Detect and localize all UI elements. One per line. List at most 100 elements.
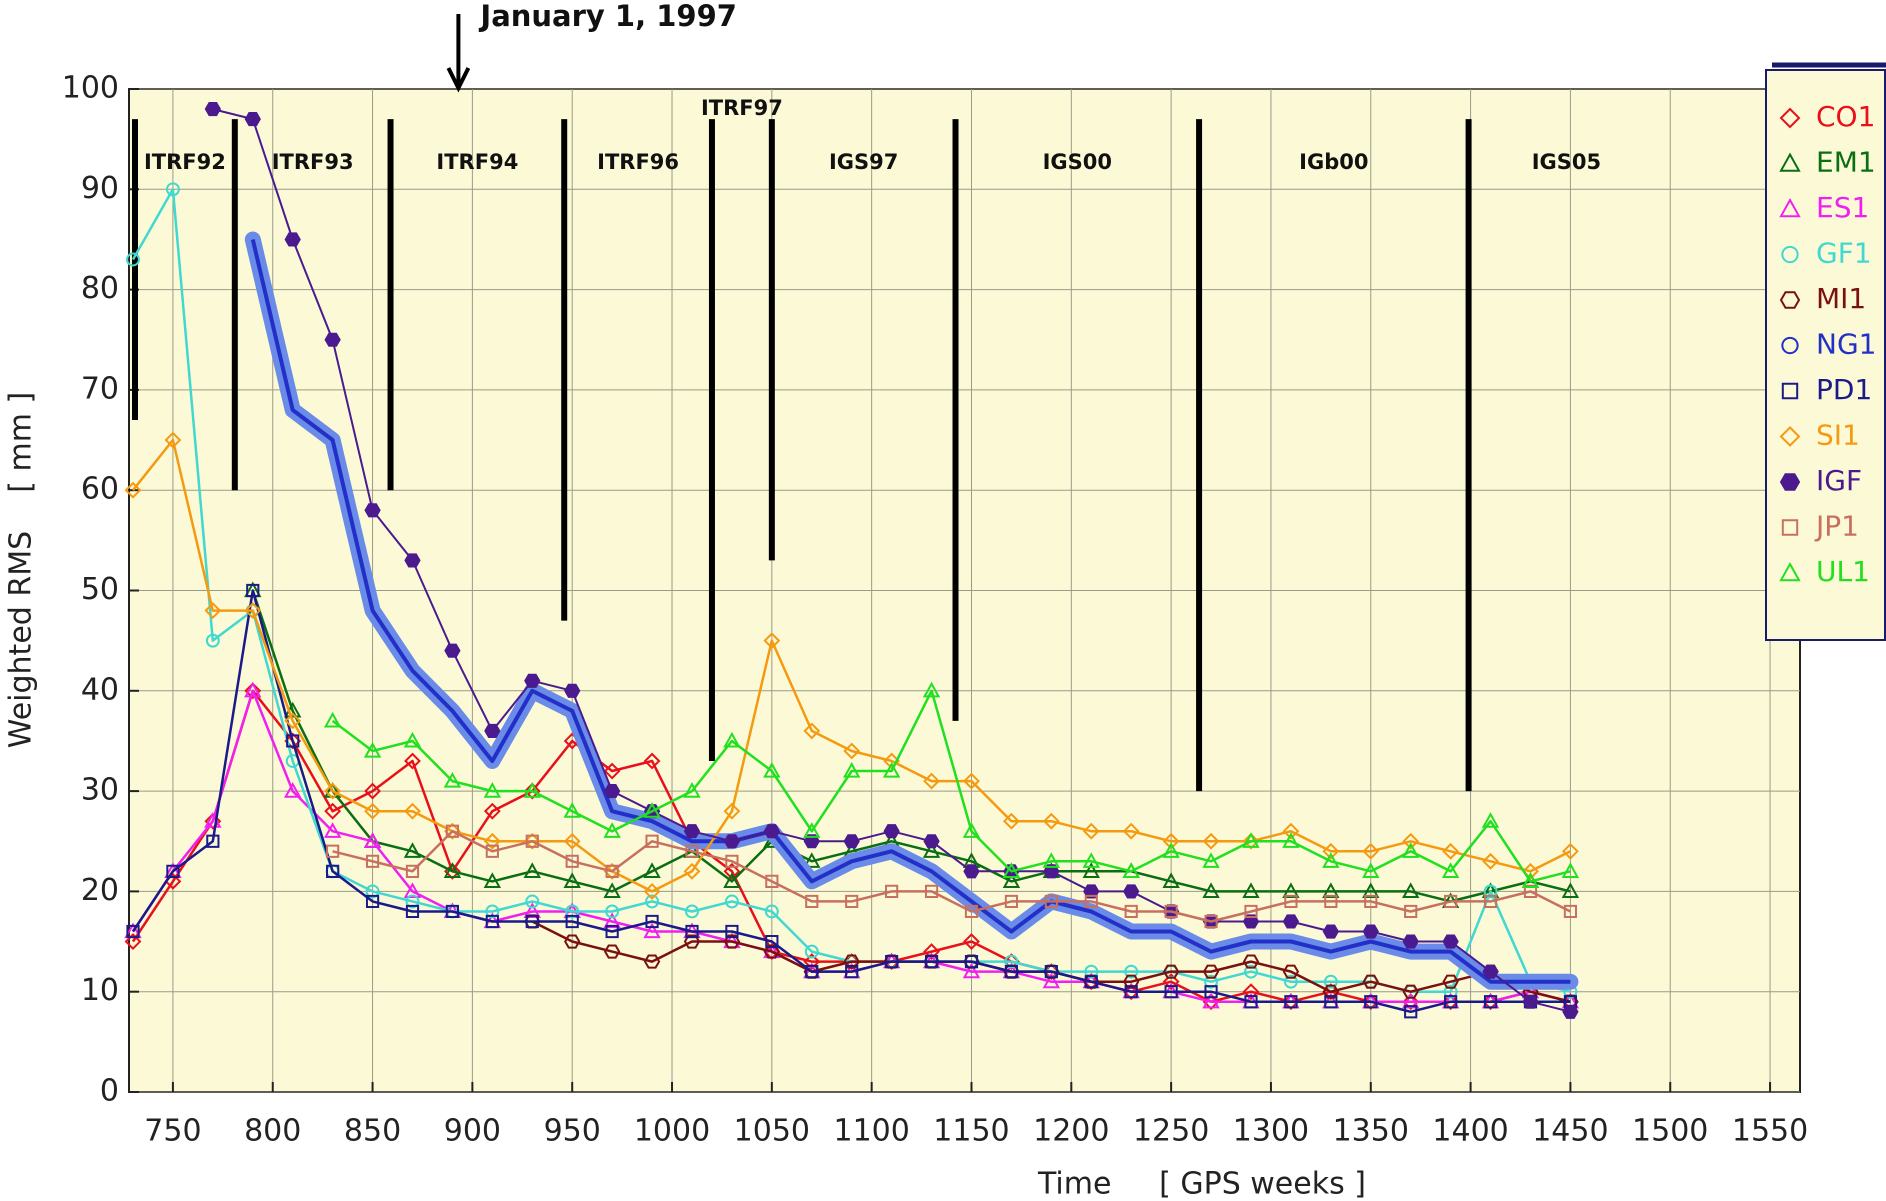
marker [645,914,659,929]
marker [963,772,980,790]
marker [483,832,501,850]
marker [564,683,581,698]
y-tick-label: 20 [81,873,119,908]
marker [1043,864,1060,879]
marker [924,955,939,969]
marker [1282,832,1300,848]
legend-box [1765,69,1886,641]
marker [923,943,940,960]
marker [204,602,222,619]
marker [1362,924,1379,939]
frame-label: IGb00 [1299,150,1368,174]
marker [643,922,661,939]
marker [882,761,901,778]
marker [246,583,260,598]
marker [643,882,661,900]
series-line [251,590,1571,903]
marker [1244,995,1258,1009]
marker [1364,894,1378,909]
series-line [332,829,1571,923]
marker [126,252,140,267]
legend-marker [1779,291,1801,309]
marker [1362,974,1379,989]
x-tick-label: 800 [244,1114,301,1149]
legend-marker [1779,473,1801,491]
marker [165,182,180,197]
marker [1483,894,1498,909]
marker [1404,904,1418,919]
marker [883,824,900,839]
marker [1483,884,1498,899]
marker [1202,852,1220,868]
x-tick-label: 1200 [1033,1114,1109,1149]
marker [124,481,142,499]
marker [563,872,581,888]
marker [1362,862,1380,878]
legend-marker [1781,382,1799,400]
marker [443,772,462,788]
legend-label: GF1 [1816,237,1872,270]
marker [404,553,421,568]
marker [484,723,501,738]
marker [1441,862,1460,878]
y-tick-label: 50 [81,572,119,607]
x-axis-label: Time [ GPS weeks ] [1037,1167,1366,1201]
marker [1402,934,1419,949]
marker [525,834,539,848]
marker [1082,822,1100,840]
marker [605,864,619,878]
marker [1204,974,1219,989]
marker [365,884,380,899]
marker [605,904,620,919]
marker [326,864,340,878]
marker [204,101,222,117]
marker [1004,894,1019,909]
marker [843,742,861,760]
marker [124,933,142,950]
x-tick-label: 750 [144,1114,201,1149]
marker [443,862,462,878]
marker [1402,842,1420,858]
marker [643,752,661,770]
marker [603,912,621,929]
marker [1204,914,1218,929]
marker [1483,995,1498,1009]
marker [1324,894,1338,909]
marker [1322,924,1339,939]
marker [1084,894,1098,909]
marker [1482,964,1499,979]
marker [1042,972,1061,989]
marker [1283,974,1298,989]
marker [324,332,341,347]
x-tick-label: 1350 [1333,1114,1409,1149]
marker [1202,832,1220,850]
marker [1244,964,1258,979]
marker [1164,904,1178,919]
marker [1443,984,1458,999]
marker [1523,884,1538,898]
marker [805,894,819,909]
marker [1442,842,1460,860]
y-tick-label: 30 [81,773,119,808]
marker [1482,852,1499,870]
marker [922,842,941,858]
legend-marker [1781,336,1799,355]
marker [1563,995,1578,1009]
marker [324,782,342,800]
marker [1002,872,1021,888]
marker [603,784,621,799]
marker [364,782,381,800]
marker [1122,822,1140,840]
marker [1124,904,1138,919]
marker [645,894,660,909]
marker [765,874,779,888]
marker [1202,882,1220,898]
marker [923,772,940,790]
marker [284,782,302,798]
marker [683,862,701,880]
marker [1242,914,1260,929]
marker [1402,832,1420,850]
frame-label: ITRF92 [144,150,226,174]
marker [843,761,861,778]
